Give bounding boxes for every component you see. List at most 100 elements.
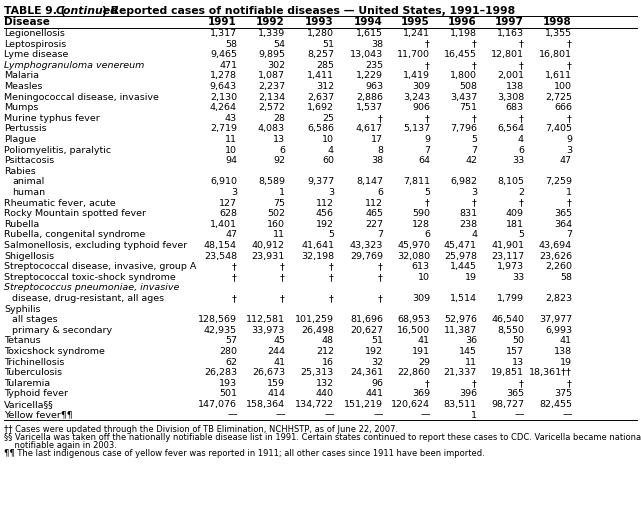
Text: 1,692: 1,692 xyxy=(307,103,334,112)
Text: 1,278: 1,278 xyxy=(210,71,237,81)
Text: 158,364: 158,364 xyxy=(246,400,285,409)
Text: 364: 364 xyxy=(554,220,572,229)
Text: 9,377: 9,377 xyxy=(307,177,334,186)
Text: 235: 235 xyxy=(365,61,383,70)
Text: 9: 9 xyxy=(424,135,430,144)
Text: †: † xyxy=(567,379,572,388)
Text: 43: 43 xyxy=(225,114,237,123)
Text: 17: 17 xyxy=(371,135,383,144)
Text: 1997: 1997 xyxy=(495,17,524,27)
Text: 1: 1 xyxy=(279,188,285,197)
Text: 1: 1 xyxy=(566,188,572,197)
Text: 2,725: 2,725 xyxy=(545,93,572,102)
Text: 2,572: 2,572 xyxy=(258,103,285,112)
Text: 8,257: 8,257 xyxy=(307,50,334,59)
Text: notifiable again in 2003.: notifiable again in 2003. xyxy=(4,441,117,450)
Text: 120,624: 120,624 xyxy=(391,400,430,409)
Text: 1993: 1993 xyxy=(305,17,334,27)
Text: 2,260: 2,260 xyxy=(545,262,572,271)
Text: 2,637: 2,637 xyxy=(307,93,334,102)
Text: 52,976: 52,976 xyxy=(444,315,477,324)
Text: 96: 96 xyxy=(371,379,383,388)
Text: 112,581: 112,581 xyxy=(246,315,285,324)
Text: 2,001: 2,001 xyxy=(497,71,524,81)
Text: †: † xyxy=(425,40,430,49)
Text: 238: 238 xyxy=(459,220,477,229)
Text: Trichinellosis: Trichinellosis xyxy=(4,358,64,367)
Text: 8,105: 8,105 xyxy=(497,177,524,186)
Text: Murine typhus fever: Murine typhus fever xyxy=(4,114,100,123)
Text: primary & secondary: primary & secondary xyxy=(12,326,112,335)
Text: 7: 7 xyxy=(424,146,430,154)
Text: 831: 831 xyxy=(459,209,477,218)
Text: Yellow fever¶¶: Yellow fever¶¶ xyxy=(4,410,72,420)
Text: 7: 7 xyxy=(471,146,477,154)
Text: 440: 440 xyxy=(316,389,334,399)
Text: Streptococcal toxic-shock syndrome: Streptococcal toxic-shock syndrome xyxy=(4,273,176,282)
Text: 5: 5 xyxy=(328,230,334,240)
Text: 302: 302 xyxy=(267,61,285,70)
Text: 501: 501 xyxy=(219,389,237,399)
Text: †: † xyxy=(472,114,477,123)
Text: 38: 38 xyxy=(371,156,383,165)
Text: 751: 751 xyxy=(459,103,477,112)
Text: 13,043: 13,043 xyxy=(350,50,383,59)
Text: †: † xyxy=(519,40,524,49)
Text: 7: 7 xyxy=(566,230,572,240)
Text: 1,973: 1,973 xyxy=(497,262,524,271)
Text: 26,673: 26,673 xyxy=(252,368,285,377)
Text: 19: 19 xyxy=(465,273,477,282)
Text: 128,569: 128,569 xyxy=(198,315,237,324)
Text: 1995: 1995 xyxy=(401,17,430,27)
Text: Rabies: Rabies xyxy=(4,167,36,176)
Text: 181: 181 xyxy=(506,220,524,229)
Text: 147,076: 147,076 xyxy=(198,400,237,409)
Text: 1996: 1996 xyxy=(448,17,477,27)
Text: 244: 244 xyxy=(267,347,285,356)
Text: 10: 10 xyxy=(418,273,430,282)
Text: Disease: Disease xyxy=(4,17,50,27)
Text: 1,514: 1,514 xyxy=(450,294,477,303)
Text: 33,973: 33,973 xyxy=(252,326,285,335)
Text: —: — xyxy=(228,410,237,420)
Text: 628: 628 xyxy=(219,209,237,218)
Text: 145: 145 xyxy=(459,347,477,356)
Text: Rheumatic fever, acute: Rheumatic fever, acute xyxy=(4,199,116,208)
Text: ) Reported cases of notifiable diseases — United States, 1991–1998: ) Reported cases of notifiable diseases … xyxy=(102,6,515,16)
Text: †: † xyxy=(472,40,477,49)
Text: 1992: 1992 xyxy=(256,17,285,27)
Text: 81,696: 81,696 xyxy=(350,315,383,324)
Text: 3,308: 3,308 xyxy=(497,93,524,102)
Text: 43,694: 43,694 xyxy=(539,241,572,250)
Text: Streptococcal disease, invasive, group A: Streptococcal disease, invasive, group A xyxy=(4,262,196,271)
Text: 1: 1 xyxy=(471,410,477,420)
Text: Poliomyelitis, paralytic: Poliomyelitis, paralytic xyxy=(4,146,111,154)
Text: 193: 193 xyxy=(219,379,237,388)
Text: 4,083: 4,083 xyxy=(258,124,285,133)
Text: 45,471: 45,471 xyxy=(444,241,477,250)
Text: 132: 132 xyxy=(316,379,334,388)
Text: 280: 280 xyxy=(219,347,237,356)
Text: †: † xyxy=(425,61,430,70)
Text: Tetanus: Tetanus xyxy=(4,337,40,345)
Text: 4,264: 4,264 xyxy=(210,103,237,112)
Text: 25,978: 25,978 xyxy=(444,251,477,261)
Text: 94: 94 xyxy=(225,156,237,165)
Text: Varicella§§: Varicella§§ xyxy=(4,400,54,409)
Text: 25,313: 25,313 xyxy=(301,368,334,377)
Text: 1,087: 1,087 xyxy=(258,71,285,81)
Text: Tularemia: Tularemia xyxy=(4,379,50,388)
Text: 54: 54 xyxy=(273,40,285,49)
Text: Lyme disease: Lyme disease xyxy=(4,50,69,59)
Text: —: — xyxy=(324,410,334,420)
Text: 47: 47 xyxy=(225,230,237,240)
Text: 23,548: 23,548 xyxy=(204,251,237,261)
Text: 112: 112 xyxy=(316,199,334,208)
Text: 38: 38 xyxy=(371,40,383,49)
Text: 9,643: 9,643 xyxy=(210,82,237,91)
Text: 2,719: 2,719 xyxy=(210,124,237,133)
Text: 42: 42 xyxy=(465,156,477,165)
Text: 41,641: 41,641 xyxy=(301,241,334,250)
Text: †: † xyxy=(519,61,524,70)
Text: 127: 127 xyxy=(219,199,237,208)
